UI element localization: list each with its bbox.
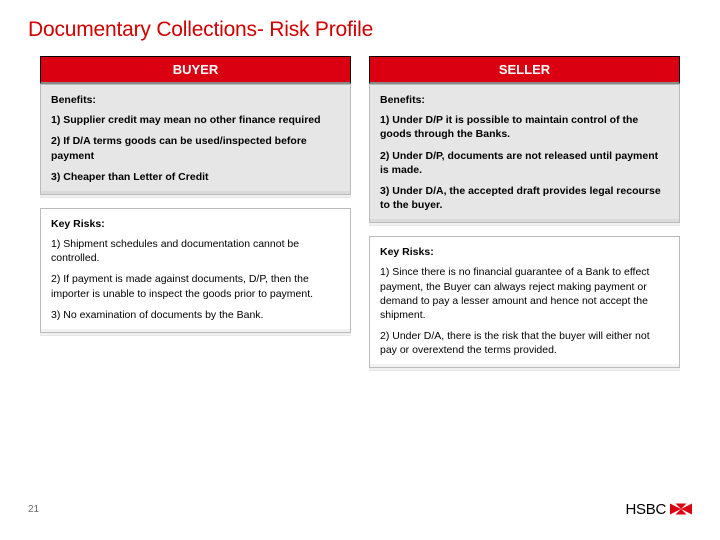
divider xyxy=(40,335,351,336)
seller-benefits-box: Benefits: 1) Under D/P it is possible to… xyxy=(369,84,680,223)
seller-benefit-1: 1) Under D/P it is possible to maintain … xyxy=(380,113,669,141)
seller-risks-box: Key Risks: 1) Since there is no financia… xyxy=(369,236,680,368)
slide-title: Documentary Collections- Risk Profile xyxy=(28,18,692,42)
hsbc-logo-icon xyxy=(670,498,692,520)
logo-text: HSBC xyxy=(626,501,666,518)
seller-column: SELLER Benefits: 1) Under D/P it is poss… xyxy=(369,56,680,371)
seller-risk-2: 2) Under D/A, there is the risk that the… xyxy=(380,329,669,357)
seller-header: SELLER xyxy=(369,56,680,84)
buyer-risk-3: 3) No examination of documents by the Ba… xyxy=(51,308,340,322)
benefits-title: Benefits: xyxy=(51,93,340,107)
seller-risk-1: 1) Since there is no financial guarantee… xyxy=(380,265,669,322)
footer: 21 HSBC xyxy=(28,498,692,520)
buyer-risk-2: 2) If payment is made against documents,… xyxy=(51,272,340,300)
risks-title: Key Risks: xyxy=(51,217,340,231)
buyer-benefit-2: 2) If D/A terms goods can be used/inspec… xyxy=(51,134,340,162)
benefits-title: Benefits: xyxy=(380,93,669,107)
buyer-header: BUYER xyxy=(40,56,351,84)
page-number: 21 xyxy=(28,504,39,515)
risks-title: Key Risks: xyxy=(380,245,669,259)
hsbc-logo: HSBC xyxy=(626,498,692,520)
columns-container: BUYER Benefits: 1) Supplier credit may m… xyxy=(28,56,692,371)
buyer-risk-1: 1) Shipment schedules and documentation … xyxy=(51,237,340,265)
seller-benefit-3: 3) Under D/A, the accepted draft provide… xyxy=(380,184,669,212)
buyer-column: BUYER Benefits: 1) Supplier credit may m… xyxy=(40,56,351,371)
divider xyxy=(369,370,680,371)
buyer-risks-box: Key Risks: 1) Shipment schedules and doc… xyxy=(40,208,351,333)
seller-benefit-2: 2) Under D/P, documents are not released… xyxy=(380,149,669,177)
buyer-benefit-1: 1) Supplier credit may mean no other fin… xyxy=(51,113,340,127)
buyer-benefit-3: 3) Cheaper than Letter of Credit xyxy=(51,170,340,184)
buyer-benefits-box: Benefits: 1) Supplier credit may mean no… xyxy=(40,84,351,195)
